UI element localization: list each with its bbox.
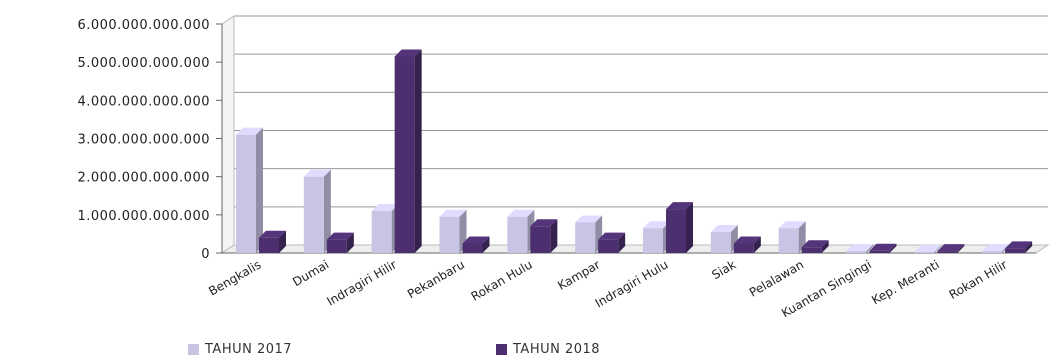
y-tick-label: 4.000.000.000.000 [77, 94, 210, 109]
bar-side [686, 202, 693, 253]
bar-2018 [395, 49, 422, 253]
y-axis-tick-labels: 0 1.000.000.000.000 2.000.000.000.000 3.000… [77, 18, 210, 262]
bar-front [507, 217, 527, 253]
bar-2018 [666, 202, 693, 253]
legend-item-2017: TAHUN 2017 [188, 342, 292, 357]
bar-front [847, 251, 867, 253]
bar-2018 [259, 231, 286, 253]
bar-front [734, 243, 754, 253]
x-category-label: Kampar [555, 257, 602, 292]
x-category-label: Pekanbaru [405, 257, 467, 301]
bar-front [643, 228, 663, 253]
gridlines [222, 16, 1048, 253]
bar-front [982, 251, 1002, 253]
bar-front [802, 247, 822, 253]
bar-2017 [575, 215, 602, 253]
bar-2018 [530, 219, 557, 253]
x-category-label: Bengkalis [206, 257, 263, 298]
bar-front [395, 56, 415, 253]
axes [216, 16, 1048, 253]
bar-2017 [236, 128, 263, 253]
bar-front [870, 251, 890, 253]
bar-2017 [711, 225, 738, 253]
y-tick-label: 2.000.000.000.000 [77, 171, 210, 186]
side-wall [222, 16, 234, 253]
y-tick-label: 3.000.000.000.000 [77, 133, 210, 148]
bar-front [1005, 248, 1025, 253]
bar-2017 [304, 170, 331, 253]
bar-2017 [440, 210, 467, 253]
bar-2018 [598, 233, 625, 253]
bar-front [598, 240, 618, 253]
bar-2017 [372, 204, 399, 253]
bar-front [440, 217, 460, 253]
legend-label-2017: TAHUN 2017 [205, 342, 292, 357]
bar-front [914, 252, 934, 253]
x-category-label: Indragiri Hulu [593, 257, 671, 310]
bar-2018 [327, 233, 354, 253]
bar-front [937, 251, 957, 253]
bar-front [666, 209, 686, 253]
x-category-label: Dumai [290, 257, 331, 289]
y-tick-label: 6.000.000.000.000 [77, 18, 210, 33]
bar-front [372, 211, 392, 253]
x-category-label: Pelalawan [747, 257, 806, 299]
bars [236, 49, 1032, 253]
x-category-label: Rokan Hilir [947, 257, 1010, 301]
legend-swatch-2018 [496, 344, 507, 355]
bar-front [711, 232, 731, 253]
bar-front [463, 243, 483, 253]
x-category-label: Rokan Hulu [469, 257, 535, 303]
x-category-label: Siak [709, 257, 738, 282]
legend-label-2018: TAHUN 2018 [513, 342, 600, 357]
bar-front [327, 240, 347, 253]
y-tick-label: 0 [201, 247, 210, 262]
legend-swatch-2017 [188, 344, 199, 355]
bar-front [575, 222, 595, 253]
bar-front [304, 177, 324, 253]
bar-front [236, 135, 256, 253]
x-category-label: Kep. Meranti [869, 257, 941, 307]
y-tick-label: 5.000.000.000.000 [77, 56, 210, 71]
legend-item-2018: TAHUN 2018 [496, 342, 600, 357]
bar-2017 [507, 210, 534, 253]
bar-front [779, 228, 799, 253]
bar-2017 [643, 221, 670, 253]
bar-2017 [779, 221, 806, 253]
y-tick-label: 1.000.000.000.000 [77, 209, 210, 224]
bar-front [259, 238, 279, 253]
bar-chart: 0 1.000.000.000.000 2.000.000.000.000 3.000… [0, 0, 1052, 340]
bar-front [530, 226, 550, 253]
bar-side [415, 49, 422, 253]
bar-side [256, 128, 263, 253]
x-category-label: Indragiri Hilir [324, 257, 399, 308]
